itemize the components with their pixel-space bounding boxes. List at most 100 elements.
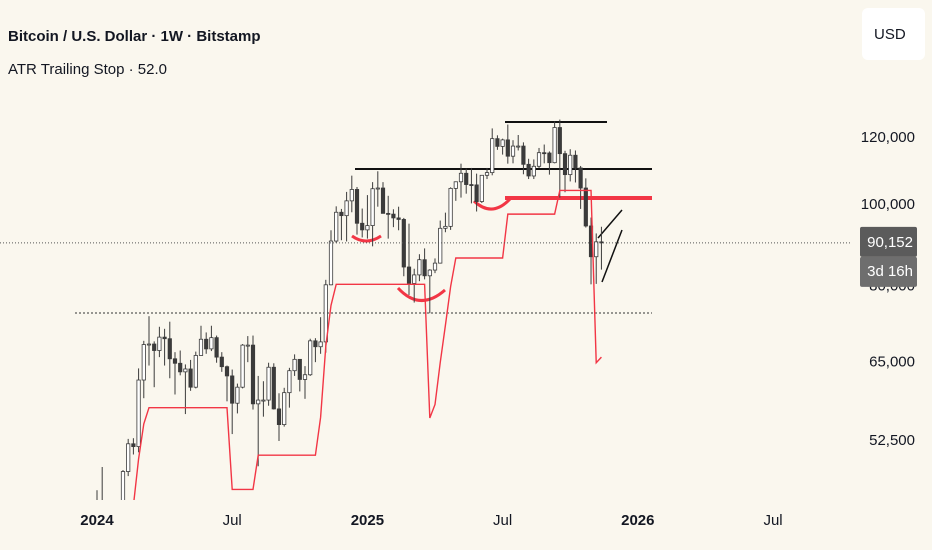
y-tick-label: 52,500 (869, 432, 915, 449)
candle-body (573, 154, 578, 169)
candle-body (224, 366, 230, 377)
candle-body (396, 217, 401, 220)
candle-body (240, 344, 245, 388)
candle-body (178, 362, 183, 373)
candle-body (490, 138, 495, 174)
candle-body (448, 187, 453, 227)
candle-body (349, 189, 354, 202)
candle-body (386, 212, 391, 215)
candle-body (458, 172, 464, 183)
candle-body (219, 356, 224, 368)
candle-body (552, 127, 557, 164)
candle-body (432, 262, 438, 271)
indicator-line (133, 189, 602, 500)
candle-body (453, 181, 458, 189)
candle-body (334, 211, 339, 242)
candle-body (183, 368, 188, 373)
candle-body (427, 269, 432, 277)
candle-body (536, 152, 542, 167)
candle-body (344, 200, 349, 217)
candle-body (172, 358, 178, 364)
candle-body (438, 227, 443, 264)
candle-body (276, 408, 282, 425)
candle-body (417, 259, 422, 276)
candle-body (365, 225, 370, 231)
candle-body (152, 343, 157, 351)
candle-body (547, 152, 552, 164)
indicator-legend: ATR Trailing Stop · 52.0 (8, 61, 167, 78)
candle-body (594, 241, 599, 258)
candle-body (521, 145, 526, 165)
candle-body (328, 240, 334, 286)
candle-body (204, 338, 209, 350)
currency-label[interactable]: USD (874, 26, 906, 43)
candle-body (495, 138, 500, 147)
candle-body (136, 379, 141, 448)
candle-body (250, 344, 256, 405)
candle-body (282, 392, 287, 425)
candle-body (370, 188, 375, 226)
candle-body (271, 366, 276, 410)
candle-body (157, 336, 162, 351)
candle-body (406, 266, 412, 284)
candle-body (297, 358, 302, 380)
candle-body (583, 187, 588, 227)
candle-body (505, 139, 510, 157)
candle-body (443, 225, 448, 229)
candle-body (126, 443, 131, 472)
candle-body (261, 399, 266, 402)
drawings (75, 121, 652, 314)
candle-body (131, 443, 136, 448)
candle-body (198, 338, 204, 356)
candle-body (188, 368, 193, 388)
candle-body (146, 343, 152, 346)
candle-body (557, 127, 562, 155)
y-tick-label: 100,000 (861, 196, 915, 213)
x-tick-label: Jul (223, 512, 242, 529)
candle-body (193, 355, 198, 388)
candle-body (245, 344, 250, 347)
candle-body (266, 366, 271, 401)
candle-body (484, 172, 490, 176)
candle-body (412, 274, 417, 284)
x-tick-label: 2026 (621, 512, 654, 529)
candle-body (464, 172, 469, 185)
x-tick-label: 2024 (80, 512, 114, 529)
candle-body (510, 145, 516, 157)
candle-body (120, 471, 126, 500)
candle-body (162, 336, 167, 340)
candle-body (209, 337, 214, 350)
candle-body (318, 341, 323, 348)
x-tick-label: 2025 (351, 512, 384, 529)
candle-body (469, 184, 474, 186)
pattern-arc (396, 286, 446, 302)
candle-body (287, 370, 292, 394)
candle-body (542, 152, 547, 155)
wedge-line (597, 209, 623, 239)
x-tick-label: Jul (763, 512, 782, 529)
candle-body (292, 358, 297, 372)
candle-body (526, 163, 531, 177)
candle-body (308, 340, 313, 376)
candle-body (235, 386, 240, 404)
candle-body (422, 259, 427, 277)
candle-body (531, 165, 536, 177)
candle-body (360, 222, 365, 231)
candle-body (380, 187, 386, 214)
currency-button[interactable] (862, 8, 925, 60)
candle-body (391, 213, 396, 219)
candle-body (516, 145, 521, 148)
price-label: 90,152 (867, 234, 913, 251)
plot-area (96, 119, 604, 500)
candle-body (230, 375, 235, 404)
y-tick-label: 65,000 (869, 354, 915, 371)
candle-body (354, 189, 360, 224)
y-tick-label: 120,000 (861, 129, 915, 146)
wedge-line (601, 229, 623, 283)
candle-body (578, 167, 583, 189)
candle-body (599, 241, 604, 244)
candle-body (562, 153, 568, 176)
price-label-box (860, 226, 917, 257)
